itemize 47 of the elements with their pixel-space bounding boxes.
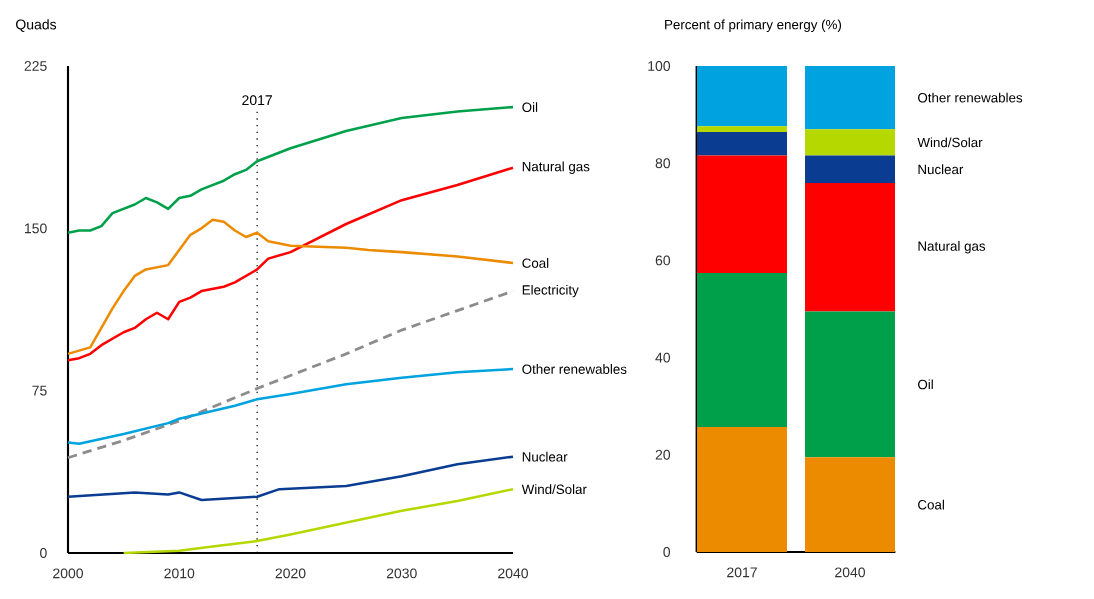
x-tick-label: 2017 bbox=[727, 567, 757, 578]
series-label: Other renewables bbox=[522, 364, 627, 374]
series-label: Other renewables bbox=[918, 92, 1023, 103]
bar bbox=[805, 129, 896, 156]
x-tick-label: 2000 bbox=[53, 568, 84, 579]
series-label: Natural gas bbox=[522, 161, 590, 174]
bar bbox=[697, 155, 788, 274]
bar bbox=[805, 183, 896, 312]
bar bbox=[805, 65, 896, 130]
series-label: Nuclear bbox=[522, 451, 568, 462]
series-label: Natural gas bbox=[918, 241, 986, 254]
bar bbox=[805, 311, 896, 458]
y-tick-label: 0 bbox=[40, 548, 47, 558]
bar bbox=[805, 457, 896, 552]
series-label: Oil bbox=[918, 379, 933, 390]
y-axis-title: Quads bbox=[16, 19, 57, 32]
series-label: Wind/Solar bbox=[521, 484, 587, 495]
x-tick-label: 2030 bbox=[386, 568, 417, 579]
bar bbox=[697, 132, 788, 156]
bar bbox=[697, 65, 788, 127]
x-tick-label: 2040 bbox=[498, 568, 529, 579]
series-label: Coal bbox=[918, 499, 944, 510]
line-series bbox=[66, 455, 515, 502]
y-tick-label: 20 bbox=[655, 449, 671, 460]
y-tick-label: 150 bbox=[25, 223, 47, 234]
x-tick-label: 2010 bbox=[164, 568, 195, 579]
y-tick-label: 0 bbox=[663, 547, 671, 557]
y-axis-title: Percent of primary energy (%) bbox=[665, 19, 842, 32]
x-tick-label: 2040 bbox=[835, 567, 866, 578]
y-tick-label: 225 bbox=[24, 61, 47, 71]
y-tick-label: 75 bbox=[32, 385, 47, 396]
y-tick-label: 40 bbox=[655, 352, 671, 363]
y-tick-label: 100 bbox=[648, 61, 671, 71]
ref-line-label: 2017 bbox=[242, 95, 272, 106]
series-label: Electricity bbox=[522, 284, 579, 298]
series-label: Coal bbox=[522, 258, 549, 268]
bar bbox=[697, 427, 788, 552]
y-tick-label: 80 bbox=[655, 158, 671, 169]
series-label: Nuclear bbox=[918, 164, 964, 175]
bar bbox=[697, 126, 788, 133]
y-tick-label: 60 bbox=[655, 255, 671, 266]
series-label: Wind/Solar bbox=[917, 137, 983, 148]
line-series bbox=[66, 367, 515, 445]
bar bbox=[697, 273, 788, 428]
bar bbox=[805, 155, 896, 184]
series-label: Oil bbox=[522, 102, 538, 113]
x-tick-label: 2020 bbox=[275, 568, 306, 579]
